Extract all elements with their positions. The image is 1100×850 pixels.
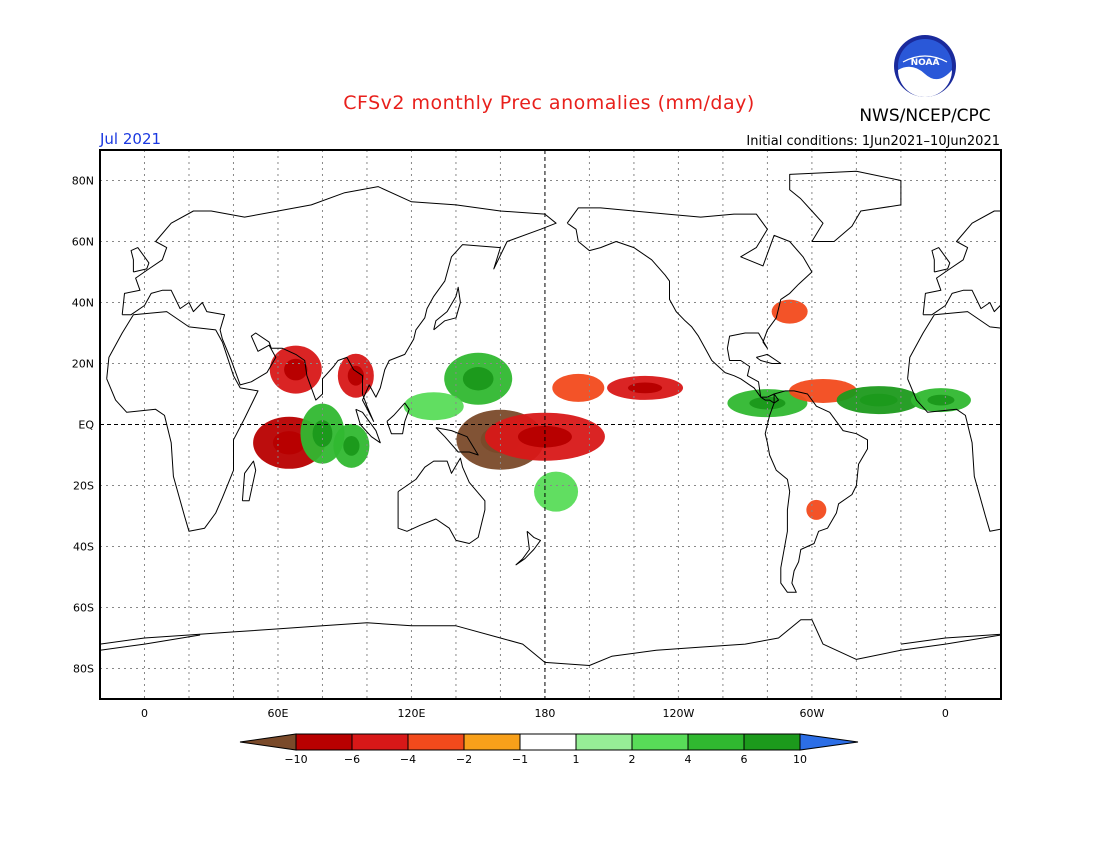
latitude-label: 60N bbox=[72, 236, 94, 249]
colorbar-segment bbox=[575, 733, 633, 751]
anomaly-region bbox=[552, 373, 605, 402]
coast-sumatra bbox=[355, 408, 381, 444]
coast-eurasia bbox=[121, 186, 557, 422]
colorbar-segment bbox=[407, 733, 465, 751]
anomaly-region bbox=[403, 392, 464, 421]
anomaly-core bbox=[462, 367, 494, 391]
anomaly-core bbox=[927, 394, 955, 406]
anomaly-core bbox=[517, 425, 572, 448]
longitude-label: 0 bbox=[141, 707, 148, 720]
valid-month-label: Jul 2021 bbox=[99, 130, 161, 148]
latitude-label: 80S bbox=[73, 663, 94, 676]
longitude-label: 60W bbox=[799, 707, 824, 720]
anomaly-core bbox=[627, 382, 663, 394]
lat-lon-grid bbox=[100, 150, 1001, 699]
coast-madagascar bbox=[241, 460, 257, 502]
longitude-label: 120E bbox=[397, 707, 425, 720]
colorbar-segment bbox=[687, 733, 745, 751]
latitude-label: 40N bbox=[72, 297, 94, 310]
latitude-label: 60S bbox=[73, 602, 94, 615]
coast-australia bbox=[397, 457, 486, 544]
colorbar-segment bbox=[743, 733, 801, 751]
colorbar-segment bbox=[631, 733, 689, 751]
colorbar-segment bbox=[351, 733, 409, 751]
colorbar-segment bbox=[295, 733, 353, 751]
agency-label: NWS/NCEP/CPC bbox=[859, 106, 990, 126]
coast-africa bbox=[106, 311, 259, 532]
colorbar-label: −10 bbox=[284, 753, 307, 766]
latitude-label: EQ bbox=[78, 419, 94, 432]
noaa-logo-text: NOAA bbox=[911, 58, 940, 68]
colorbar-segment bbox=[463, 733, 521, 751]
anomaly-core bbox=[347, 365, 364, 386]
latitude-label: 20N bbox=[72, 358, 94, 371]
latitude-label: 20S bbox=[73, 480, 94, 493]
colorbar-label: 4 bbox=[685, 753, 692, 766]
colorbar-label: 10 bbox=[793, 753, 807, 766]
colorbar: −10 −6 −4 −2 −1 1 2 4 6 10 bbox=[239, 733, 859, 766]
anomaly-region bbox=[534, 471, 579, 512]
colorbar-label: 2 bbox=[629, 753, 636, 766]
latitude-label: 80N bbox=[72, 175, 94, 188]
anomaly-core bbox=[343, 435, 360, 456]
latitude-label: 40S bbox=[73, 541, 94, 554]
colorbar-label: 1 bbox=[573, 753, 580, 766]
colorbar-label: −1 bbox=[512, 753, 528, 766]
coastlines bbox=[100, 170, 1001, 666]
anomaly-core bbox=[284, 358, 308, 381]
longitude-label: 0 bbox=[942, 707, 949, 720]
longitude-labels: 0 60E 120E 180 120W 60W 0 bbox=[141, 707, 949, 720]
coast-north-america bbox=[566, 207, 813, 404]
map-frame bbox=[99, 149, 1002, 700]
coast-newguinea bbox=[435, 427, 479, 456]
coast-uk bbox=[931, 247, 951, 273]
figure-title: CFSv2 monthly Prec anomalies (mm/day) bbox=[343, 92, 755, 114]
coast-greenland bbox=[789, 170, 902, 242]
coast-uk bbox=[130, 247, 150, 273]
colorbar-label: 6 bbox=[741, 753, 748, 766]
longitude-label: 120W bbox=[662, 707, 694, 720]
coast-cuba bbox=[756, 353, 782, 364]
colorbar-label: −6 bbox=[344, 753, 360, 766]
noaa-logo-icon: NOAA bbox=[894, 35, 956, 97]
coast-antarctica bbox=[100, 619, 1001, 666]
longitude-label: 60E bbox=[267, 707, 288, 720]
initial-conditions-label: Initial conditions: 1Jun2021–10Jun2021 bbox=[746, 134, 1000, 149]
coast-africa bbox=[907, 311, 1001, 532]
colorbar-high-triangle bbox=[799, 733, 859, 751]
latitude-labels: 80N 60N 40N 20N EQ 20S 40S 60S 80S bbox=[72, 175, 95, 676]
coast-south-america bbox=[764, 390, 868, 593]
anomaly-region bbox=[806, 499, 827, 520]
colorbar-segment bbox=[519, 733, 577, 751]
anomaly-region bbox=[771, 299, 808, 324]
anomaly-core bbox=[272, 431, 306, 455]
coast-newzealand bbox=[515, 530, 541, 566]
coast-borneo bbox=[386, 402, 410, 435]
longitude-label: 180 bbox=[534, 707, 555, 720]
colorbar-label: −4 bbox=[400, 753, 416, 766]
anomaly-core bbox=[859, 393, 898, 407]
coast-japan bbox=[433, 286, 461, 331]
colorbar-low-triangle bbox=[239, 733, 297, 751]
colorbar-label: −2 bbox=[456, 753, 472, 766]
